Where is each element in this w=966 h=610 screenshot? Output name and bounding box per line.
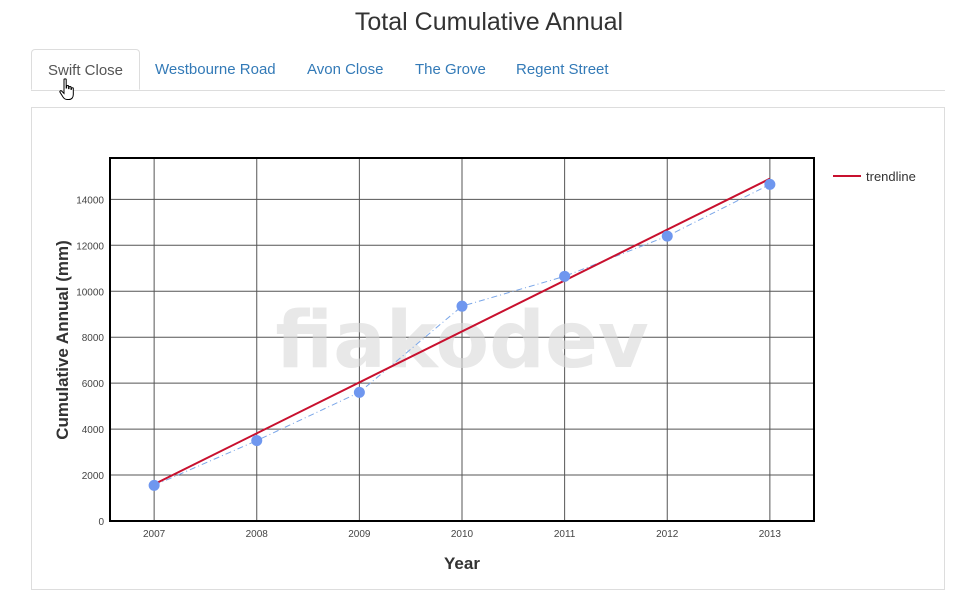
legend[interactable]: trendline bbox=[833, 169, 916, 184]
plot-frame bbox=[109, 157, 815, 522]
hand-cursor-icon bbox=[59, 78, 74, 100]
data-point bbox=[148, 479, 160, 491]
y-tick-label: 0 bbox=[98, 517, 104, 528]
y-tick-label: 10000 bbox=[76, 287, 104, 298]
tab-avon-close[interactable]: Avon Close bbox=[307, 61, 384, 78]
legend-trendline-label: trendline bbox=[866, 169, 916, 184]
x-tick-label: 2007 bbox=[143, 529, 166, 540]
x-axis-ticks: 2007 2008 2009 2010 2011 2012 2013 bbox=[143, 529, 781, 540]
data-point bbox=[559, 270, 571, 282]
y-tick-label: 2000 bbox=[82, 471, 105, 482]
tab-westbourne-road[interactable]: Westbourne Road bbox=[155, 61, 276, 78]
y-tick-label: 6000 bbox=[82, 379, 105, 390]
y-tick-label: 12000 bbox=[76, 241, 104, 252]
tab-regent-street[interactable]: Regent Street bbox=[516, 61, 609, 78]
y-axis-ticks: 0 2000 4000 6000 8000 10000 12000 14000 bbox=[76, 195, 104, 528]
y-tick-label: 14000 bbox=[76, 195, 104, 206]
data-point bbox=[251, 435, 263, 447]
x-tick-label: 2010 bbox=[451, 529, 474, 540]
trendline bbox=[153, 177, 771, 486]
x-tick-label: 2009 bbox=[348, 529, 371, 540]
page-title: Total Cumulative Annual bbox=[354, 8, 624, 36]
x-axis-label: Year bbox=[444, 554, 480, 573]
data-point bbox=[764, 178, 776, 190]
y-axis-label: Cumulative Annual (mm) bbox=[53, 240, 72, 440]
grid bbox=[110, 158, 814, 521]
x-tick-label: 2013 bbox=[759, 529, 782, 540]
series bbox=[148, 177, 776, 491]
data-point bbox=[353, 386, 365, 398]
tab-bar: Swift Close Westbourne Road Avon Close T… bbox=[31, 49, 945, 91]
x-tick-label: 2008 bbox=[246, 529, 269, 540]
data-point bbox=[456, 300, 468, 312]
chart-panel bbox=[31, 107, 945, 590]
y-tick-label: 4000 bbox=[82, 425, 105, 436]
tab-swift-close[interactable]: Swift Close bbox=[31, 49, 141, 90]
tab-the-grove[interactable]: The Grove bbox=[415, 61, 486, 78]
x-tick-label: 2012 bbox=[656, 529, 679, 540]
y-tick-label: 8000 bbox=[82, 333, 105, 344]
x-tick-label: 2011 bbox=[554, 529, 576, 540]
data-point bbox=[661, 230, 673, 242]
